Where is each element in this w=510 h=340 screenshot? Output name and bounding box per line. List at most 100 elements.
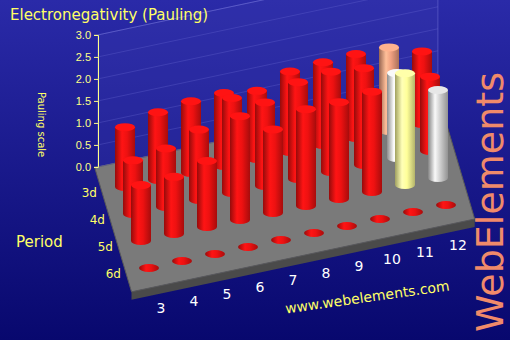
empty-cell bbox=[238, 243, 258, 251]
bar-top bbox=[362, 88, 382, 96]
bar-top bbox=[230, 112, 250, 120]
bar-top bbox=[123, 156, 143, 164]
category-label: 10 bbox=[383, 251, 401, 267]
tick-label: 2.0 bbox=[76, 73, 91, 85]
empty-cell bbox=[139, 264, 159, 272]
bar-body bbox=[428, 90, 448, 182]
empty-cell bbox=[271, 236, 291, 244]
empty-cell bbox=[403, 208, 423, 216]
tick-label: 0.0 bbox=[76, 161, 91, 173]
tick: 3.0 bbox=[76, 29, 98, 41]
bar bbox=[131, 181, 151, 245]
bar-top bbox=[222, 94, 242, 102]
bar-top bbox=[354, 64, 374, 72]
bar-body bbox=[131, 185, 151, 245]
bar-top bbox=[296, 105, 316, 113]
tick-mark bbox=[94, 35, 98, 36]
disc bbox=[337, 222, 357, 230]
tick: 1.0 bbox=[76, 117, 98, 129]
tick: 0.5 bbox=[76, 139, 98, 151]
empty-cell bbox=[337, 222, 357, 230]
bar bbox=[296, 105, 316, 210]
tick-mark bbox=[94, 57, 98, 58]
bar-top bbox=[263, 125, 283, 133]
category-label: 3 bbox=[157, 300, 166, 316]
y-axis-title: Pauling scale bbox=[36, 92, 47, 157]
tick: 2.0 bbox=[76, 73, 98, 85]
bar bbox=[263, 125, 283, 217]
disc bbox=[370, 215, 390, 223]
empty-cell bbox=[172, 257, 192, 265]
tick-mark bbox=[94, 145, 98, 146]
bars bbox=[115, 43, 456, 272]
chart: 0.0 0.5 1.0 1.5 2.0 2.5 3.0 Electronegativity (… bbox=[0, 0, 510, 340]
y-axis: 0.0 0.5 1.0 1.5 2.0 2.5 3.0 bbox=[76, 29, 99, 173]
category-label: 5 bbox=[223, 286, 232, 302]
bar bbox=[362, 88, 382, 196]
empty-cell bbox=[304, 229, 324, 237]
bar-top bbox=[197, 157, 217, 165]
bar-top bbox=[346, 50, 366, 58]
bar-top bbox=[288, 78, 308, 86]
depth-axis-title: Period bbox=[16, 233, 63, 251]
disc bbox=[205, 250, 225, 258]
depth-label: 6d bbox=[106, 267, 121, 281]
disc bbox=[172, 257, 192, 265]
bar-top bbox=[280, 67, 300, 75]
bar-top bbox=[247, 87, 267, 95]
depth-label: 5d bbox=[98, 240, 113, 254]
tick-label: 1.0 bbox=[76, 117, 91, 129]
bar bbox=[395, 69, 415, 189]
tick-label: 2.5 bbox=[76, 51, 91, 63]
empty-cell bbox=[436, 201, 456, 209]
category-label: 9 bbox=[355, 258, 364, 274]
tick-mark bbox=[94, 79, 98, 80]
depth-label: 4d bbox=[90, 213, 105, 227]
bar-top bbox=[420, 73, 440, 81]
bar-top bbox=[189, 126, 209, 134]
bar-top bbox=[395, 69, 415, 77]
bar bbox=[329, 98, 349, 203]
bar bbox=[428, 86, 448, 182]
bar-top bbox=[255, 98, 275, 106]
bar-top bbox=[379, 43, 399, 51]
bar bbox=[197, 157, 217, 231]
title: Electronegativity (Pauling) bbox=[10, 6, 208, 24]
disc bbox=[139, 264, 159, 272]
bar-body bbox=[197, 161, 217, 231]
annotation: www.webelements.com bbox=[284, 278, 450, 317]
bar-body bbox=[230, 116, 250, 224]
bar bbox=[230, 112, 250, 224]
bar-top bbox=[321, 68, 341, 76]
bar-top bbox=[131, 181, 151, 189]
disc bbox=[436, 201, 456, 209]
category-label: 7 bbox=[289, 272, 298, 288]
bar-top bbox=[412, 47, 432, 55]
disc bbox=[271, 236, 291, 244]
bar-top bbox=[164, 173, 184, 181]
tick: 2.5 bbox=[76, 51, 98, 63]
category-label: 6 bbox=[256, 279, 265, 295]
bar-body bbox=[362, 92, 382, 196]
bar-top bbox=[428, 86, 448, 94]
tick-label: 1.5 bbox=[76, 95, 91, 107]
tick: 1.5 bbox=[76, 95, 98, 107]
disc bbox=[403, 208, 423, 216]
tick-mark bbox=[94, 123, 98, 124]
bar-top bbox=[148, 108, 168, 116]
tick-label: 3.0 bbox=[76, 29, 91, 41]
empty-cell bbox=[205, 250, 225, 258]
watermark: WebElements bbox=[468, 72, 510, 332]
category-label: 12 bbox=[449, 237, 467, 253]
axis-line bbox=[94, 35, 99, 167]
bar-top bbox=[313, 58, 333, 66]
bar-body bbox=[329, 102, 349, 203]
bar bbox=[164, 173, 184, 238]
bar-top bbox=[329, 98, 349, 106]
tick-mark bbox=[94, 101, 98, 102]
bar-top bbox=[156, 144, 176, 152]
tick-mark bbox=[94, 167, 98, 168]
empty-cell bbox=[370, 215, 390, 223]
disc bbox=[238, 243, 258, 251]
bar-body bbox=[164, 177, 184, 238]
